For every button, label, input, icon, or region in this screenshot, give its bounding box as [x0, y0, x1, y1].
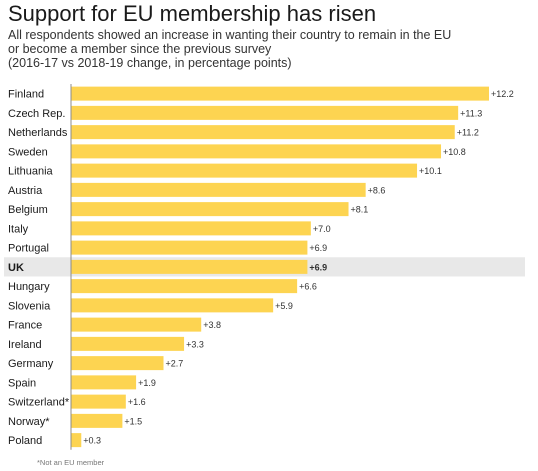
value-label-uk: +6.9	[309, 262, 327, 272]
category-label-belgium: Belgium	[8, 204, 48, 216]
category-label-norway: Norway*	[8, 416, 50, 428]
value-label-italy: +7.0	[313, 224, 331, 234]
bar-uk	[71, 259, 308, 274]
bar-sweden	[71, 144, 442, 159]
bar-belgium	[71, 202, 349, 217]
bar-slovenia	[71, 298, 274, 313]
value-label-czech-rep: +11.3	[460, 108, 482, 118]
value-label-switzerland: +1.6	[128, 397, 146, 407]
subtitle-line-1: All respondents showed an increase in wa…	[8, 28, 452, 42]
category-label-netherlands: Netherlands	[8, 127, 68, 139]
bar-lithuania	[71, 163, 418, 178]
category-label-poland: Poland	[8, 435, 42, 447]
value-label-hungary: +6.6	[299, 282, 317, 292]
category-label-hungary: Hungary	[8, 281, 50, 293]
subtitle-line-3: (2016-17 vs 2018-19 change, in percentag…	[8, 56, 292, 70]
value-label-slovenia: +5.9	[275, 301, 293, 311]
value-label-ireland: +3.3	[186, 339, 204, 349]
category-label-slovenia: Slovenia	[8, 300, 51, 312]
value-label-spain: +1.9	[138, 378, 156, 388]
bar-france	[71, 317, 202, 332]
category-label-switzerland: Switzerland*	[8, 397, 70, 409]
category-label-uk: UK	[8, 262, 24, 274]
category-label-spain: Spain	[8, 377, 36, 389]
category-label-ireland: Ireland	[8, 339, 42, 351]
value-label-austria: +8.6	[368, 185, 386, 195]
bar-czech-rep	[71, 105, 459, 120]
category-label-sweden: Sweden	[8, 146, 48, 158]
footnote: *Not an EU member	[37, 458, 105, 467]
bar-netherlands	[71, 125, 455, 140]
bar-italy	[71, 221, 311, 236]
value-label-portugal: +6.9	[309, 243, 327, 253]
value-label-france: +3.8	[203, 320, 221, 330]
bar-finland	[71, 86, 489, 101]
bar-hungary	[71, 279, 298, 294]
bar-austria	[71, 182, 366, 197]
value-label-finland: +12.2	[491, 89, 514, 99]
bar-germany	[71, 356, 164, 371]
value-label-netherlands: +11.2	[457, 128, 479, 138]
subtitle-line-2: or become a member since the previous su…	[8, 42, 272, 56]
bar-ireland	[71, 336, 185, 351]
bar-portugal	[71, 240, 308, 255]
chart-title: Support for EU membership has risen	[8, 1, 377, 26]
value-label-poland: +0.3	[83, 436, 101, 446]
category-label-czech-rep: Czech Rep.	[8, 108, 65, 120]
category-label-germany: Germany	[8, 358, 54, 370]
category-label-france: France	[8, 320, 42, 332]
value-label-sweden: +10.8	[443, 147, 466, 157]
chart-subtitle: All respondents showed an increase in wa…	[8, 28, 528, 70]
category-label-italy: Italy	[8, 223, 29, 235]
value-label-belgium: +8.1	[351, 205, 369, 215]
category-label-austria: Austria	[8, 185, 43, 197]
value-label-norway: +1.5	[124, 416, 142, 426]
value-label-germany: +2.7	[166, 359, 184, 369]
category-label-finland: Finland	[8, 89, 44, 101]
category-label-lithuania: Lithuania	[8, 166, 54, 178]
bar-spain	[71, 375, 137, 390]
bar-poland	[71, 433, 82, 448]
category-label-portugal: Portugal	[8, 243, 49, 255]
value-label-lithuania: +10.1	[419, 166, 442, 176]
bar-switzerland	[71, 394, 126, 409]
bar-norway	[71, 413, 123, 428]
